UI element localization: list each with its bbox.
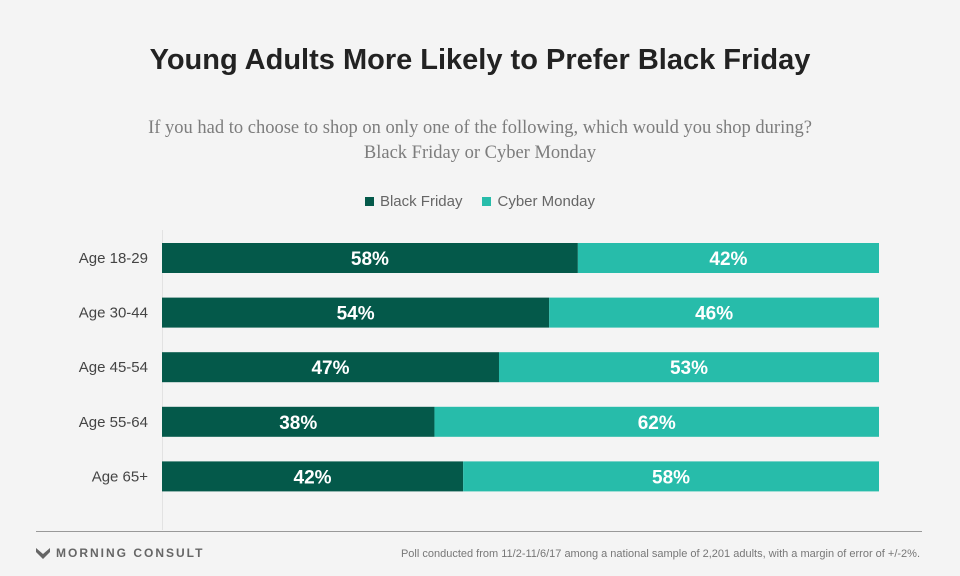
data-label-cyber-monday-age-30-44: 46%	[695, 304, 733, 325]
category-label-age-30-44: Age 30-44	[79, 305, 148, 322]
category-label-age-45-54: Age 45-54	[79, 359, 148, 376]
data-label-cyber-monday-age-45-54: 53%	[670, 358, 708, 379]
bar-cyber-monday-age-30-44	[549, 297, 879, 328]
legend-swatch-black-friday	[364, 197, 374, 206]
chart-subtitle: If you had to choose to shop on only one…	[60, 116, 900, 166]
source-note: Poll conducted from 11/2-11/6/17 among a…	[400, 548, 920, 560]
bar-black-friday-age-45-54	[162, 352, 499, 383]
data-label-cyber-monday-age-18-29: 42%	[709, 249, 747, 270]
data-label-cyber-monday-age-55-64: 62%	[638, 413, 676, 434]
legend-label-black-friday: Black Friday	[379, 193, 463, 210]
legend: Black Friday Cyber Monday	[0, 193, 960, 210]
bar-black-friday-age-18-29	[162, 243, 578, 273]
legend-item-cyber-monday: Cyber Monday	[482, 193, 595, 210]
subtitle-line-1: If you had to choose to shop on only one…	[148, 118, 812, 138]
data-label-cyber-monday-age-65: 58%	[652, 467, 690, 488]
data-label-black-friday-age-45-54: 47%	[311, 358, 349, 379]
data-label-black-friday-age-18-29: 58%	[351, 249, 389, 270]
bar-cyber-monday-age-45-54	[498, 352, 879, 383]
bar-cyber-monday-age-55-64	[434, 406, 879, 437]
bar-cyber-monday-age-18-29	[577, 243, 879, 273]
legend-item-black-friday: Black Friday	[364, 193, 463, 210]
bar-cyber-monday-age-65	[463, 461, 879, 492]
brand-logo: MORNING CONSULT	[36, 546, 204, 560]
category-label-age-65: Age 65+	[92, 468, 149, 485]
bar-black-friday-age-30-44	[162, 297, 550, 328]
legend-swatch-cyber-monday	[482, 197, 492, 206]
footer-divider	[36, 531, 922, 532]
data-label-black-friday-age-30-44: 54%	[337, 304, 375, 325]
legend-label-cyber-monday: Cyber Monday	[497, 193, 596, 210]
morning-consult-logo-icon	[36, 547, 50, 559]
bar-black-friday-age-55-64	[162, 406, 435, 437]
subtitle-line-2: Black Friday or Cyber Monday	[363, 143, 597, 163]
chart-title: Young Adults More Likely to Prefer Black…	[149, 44, 811, 76]
data-label-black-friday-age-65: 42%	[294, 467, 332, 488]
bar-black-friday-age-65	[162, 461, 464, 492]
brand-name: MORNING CONSULT	[56, 546, 205, 560]
category-label-age-18-29: Age 18-29	[79, 250, 148, 267]
category-label-age-55-64: Age 55-64	[79, 414, 148, 431]
data-label-black-friday-age-55-64: 38%	[279, 413, 317, 434]
